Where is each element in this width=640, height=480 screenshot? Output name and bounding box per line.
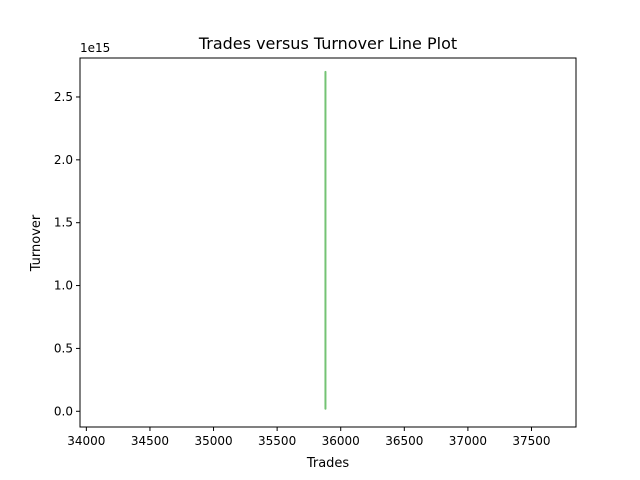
plot-area: 34000 34500 35000 35500 36000 36500 37000 37500… xyxy=(54,57,577,448)
chart-title: Trades versus Turnover Line Plot xyxy=(198,34,457,53)
x-tick-label: 36500 xyxy=(385,434,423,448)
y-tick-label: 0.5 xyxy=(54,341,73,355)
x-tick-label: 34000 xyxy=(67,434,105,448)
x-tick-label: 35500 xyxy=(258,434,296,448)
x-tick-label: 35000 xyxy=(194,434,232,448)
x-tick-label: 37000 xyxy=(449,434,487,448)
y-tick-label: 2.0 xyxy=(54,153,73,167)
y-tick-label: 1.0 xyxy=(54,279,73,293)
y-tick-label: 1.5 xyxy=(54,216,73,230)
x-tick-label: 34500 xyxy=(131,434,169,448)
x-tick-label: 36000 xyxy=(322,434,360,448)
x-tick-label: 37500 xyxy=(512,434,550,448)
plot-frame xyxy=(79,57,577,428)
y-offset-label: 1e15 xyxy=(80,41,110,55)
y-tick-label: 2.5 xyxy=(54,90,73,104)
y-axis-label: Turnover xyxy=(29,214,44,272)
y-tick-label: 0.0 xyxy=(54,404,73,418)
x-axis-label: Trades xyxy=(306,456,350,471)
